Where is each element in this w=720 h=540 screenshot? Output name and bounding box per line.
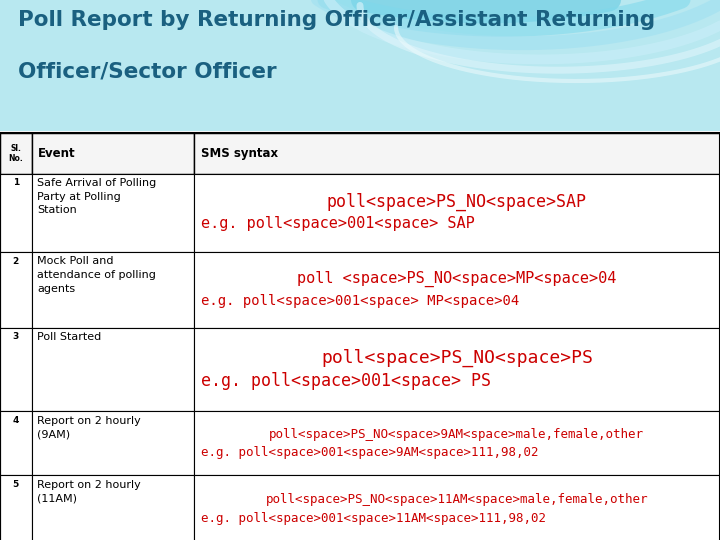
Bar [194, 328, 720, 411]
Bar [0, 133, 32, 174]
Bar [32, 174, 194, 252]
Text: poll<space>PS_NO<space>SAP: poll<space>PS_NO<space>SAP [327, 193, 587, 211]
Bar [32, 133, 194, 174]
Text: SMS syntax: SMS syntax [201, 147, 278, 160]
Bar [32, 328, 194, 411]
Text: Poll Started: Poll Started [37, 332, 102, 342]
Text: 4: 4 [13, 416, 19, 425]
Text: Report on 2 hourly
(9AM): Report on 2 hourly (9AM) [37, 416, 141, 440]
Bar [0, 133, 720, 540]
Text: Event: Event [37, 147, 75, 160]
Text: poll<space>PS_NO<space>9AM<space>male,female,other: poll<space>PS_NO<space>9AM<space>male,fe… [269, 428, 644, 441]
Text: e.g. poll<space>001<space> MP<space>04: e.g. poll<space>001<space> MP<space>04 [201, 294, 519, 308]
Text: Officer/Sector Officer: Officer/Sector Officer [18, 61, 276, 81]
Text: poll <space>PS_NO<space>MP<space>04: poll <space>PS_NO<space>MP<space>04 [297, 271, 616, 287]
Bar [0, 411, 32, 475]
Bar [32, 252, 194, 328]
Text: Sl.
No.: Sl. No. [9, 144, 23, 163]
Bar [0, 174, 32, 252]
Bar [32, 475, 194, 540]
Text: e.g. poll<space>001<space>11AM<space>111,98,02: e.g. poll<space>001<space>11AM<space>111… [201, 512, 546, 525]
Bar [194, 411, 720, 475]
Text: poll<space>PS_NO<space>PS: poll<space>PS_NO<space>PS [321, 349, 593, 367]
Text: 2: 2 [13, 256, 19, 266]
Text: e.g. poll<space>001<space> SAP: e.g. poll<space>001<space> SAP [201, 217, 474, 232]
Text: 3: 3 [13, 332, 19, 341]
Text: Report on 2 hourly
(11AM): Report on 2 hourly (11AM) [37, 480, 141, 503]
Bar [0, 328, 32, 411]
Bar [32, 411, 194, 475]
Text: poll<space>PS_NO<space>11AM<space>male,female,other: poll<space>PS_NO<space>11AM<space>male,f… [266, 493, 648, 506]
Text: e.g. poll<space>001<space>9AM<space>111,98,02: e.g. poll<space>001<space>9AM<space>111,… [201, 446, 539, 459]
Text: e.g. poll<space>001<space> PS: e.g. poll<space>001<space> PS [201, 373, 491, 390]
Bar [194, 174, 720, 252]
Bar [194, 252, 720, 328]
Text: 1: 1 [13, 178, 19, 187]
Text: Safe Arrival of Polling
Party at Polling
Station: Safe Arrival of Polling Party at Polling… [37, 178, 157, 215]
Text: Mock Poll and
attendance of polling
agents: Mock Poll and attendance of polling agen… [37, 256, 156, 294]
Text: 5: 5 [13, 480, 19, 489]
Bar [194, 475, 720, 540]
FancyBboxPatch shape [0, 0, 720, 131]
Bar [0, 252, 32, 328]
Bar [0, 475, 32, 540]
Bar [194, 133, 720, 174]
Text: Poll Report by Returning Officer/Assistant Returning: Poll Report by Returning Officer/Assista… [18, 10, 655, 30]
